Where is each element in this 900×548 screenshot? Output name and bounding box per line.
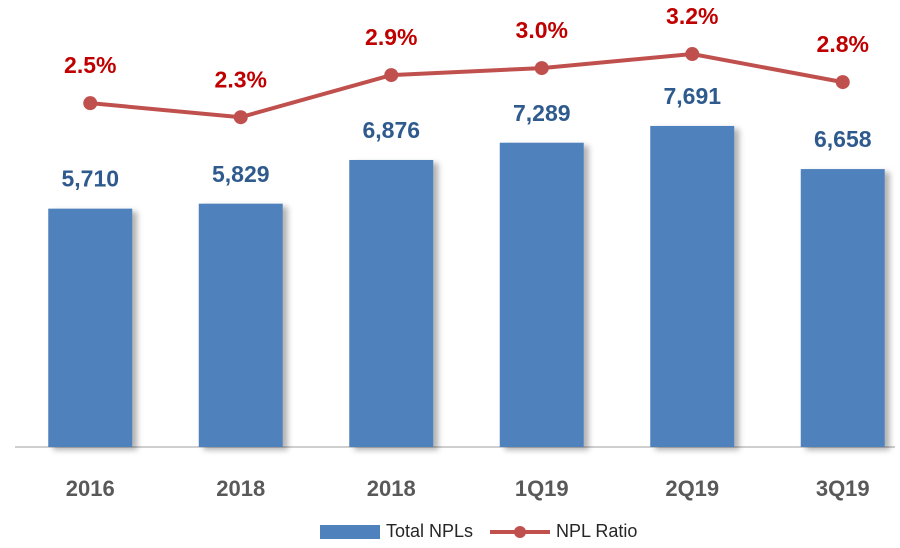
line-label: 2.3% <box>215 66 267 92</box>
line-point <box>835 75 850 90</box>
x-tick-label: 2018 <box>367 476 416 501</box>
bar <box>48 208 133 447</box>
legend-swatch <box>320 525 380 539</box>
line-point <box>384 68 399 83</box>
bar-label: 5,710 <box>61 166 119 192</box>
bar <box>800 169 885 448</box>
bar-label: 7,691 <box>663 83 721 109</box>
line <box>90 52 844 120</box>
line-label: 2.9% <box>365 24 417 50</box>
line-label: 3.2% <box>666 3 718 29</box>
line-point <box>534 61 549 76</box>
line-label: 3.0% <box>516 17 568 43</box>
x-tick-label: 2Q19 <box>665 476 719 501</box>
x-tick-label: 3Q19 <box>816 476 870 501</box>
bar-label: 7,289 <box>513 100 571 126</box>
line-point <box>233 110 248 125</box>
bar <box>349 159 434 447</box>
line-point <box>685 47 700 62</box>
bar-label: 6,658 <box>814 126 872 152</box>
legend-label: Total NPLs <box>386 521 473 541</box>
x-tick-label: 1Q19 <box>515 476 569 501</box>
x-tick-label: 2016 <box>66 476 115 501</box>
x-tick-label: 2018 <box>216 476 265 501</box>
line-label: 2.5% <box>64 52 116 78</box>
bar-label: 6,876 <box>362 117 420 143</box>
bar <box>650 125 735 448</box>
legend-label: NPL Ratio <box>556 521 637 541</box>
line-point <box>83 96 98 111</box>
legend-swatch <box>514 526 526 538</box>
bar-label: 5,829 <box>212 161 270 187</box>
bar <box>198 203 283 447</box>
bar <box>499 142 584 448</box>
line-label: 2.8% <box>817 31 869 57</box>
